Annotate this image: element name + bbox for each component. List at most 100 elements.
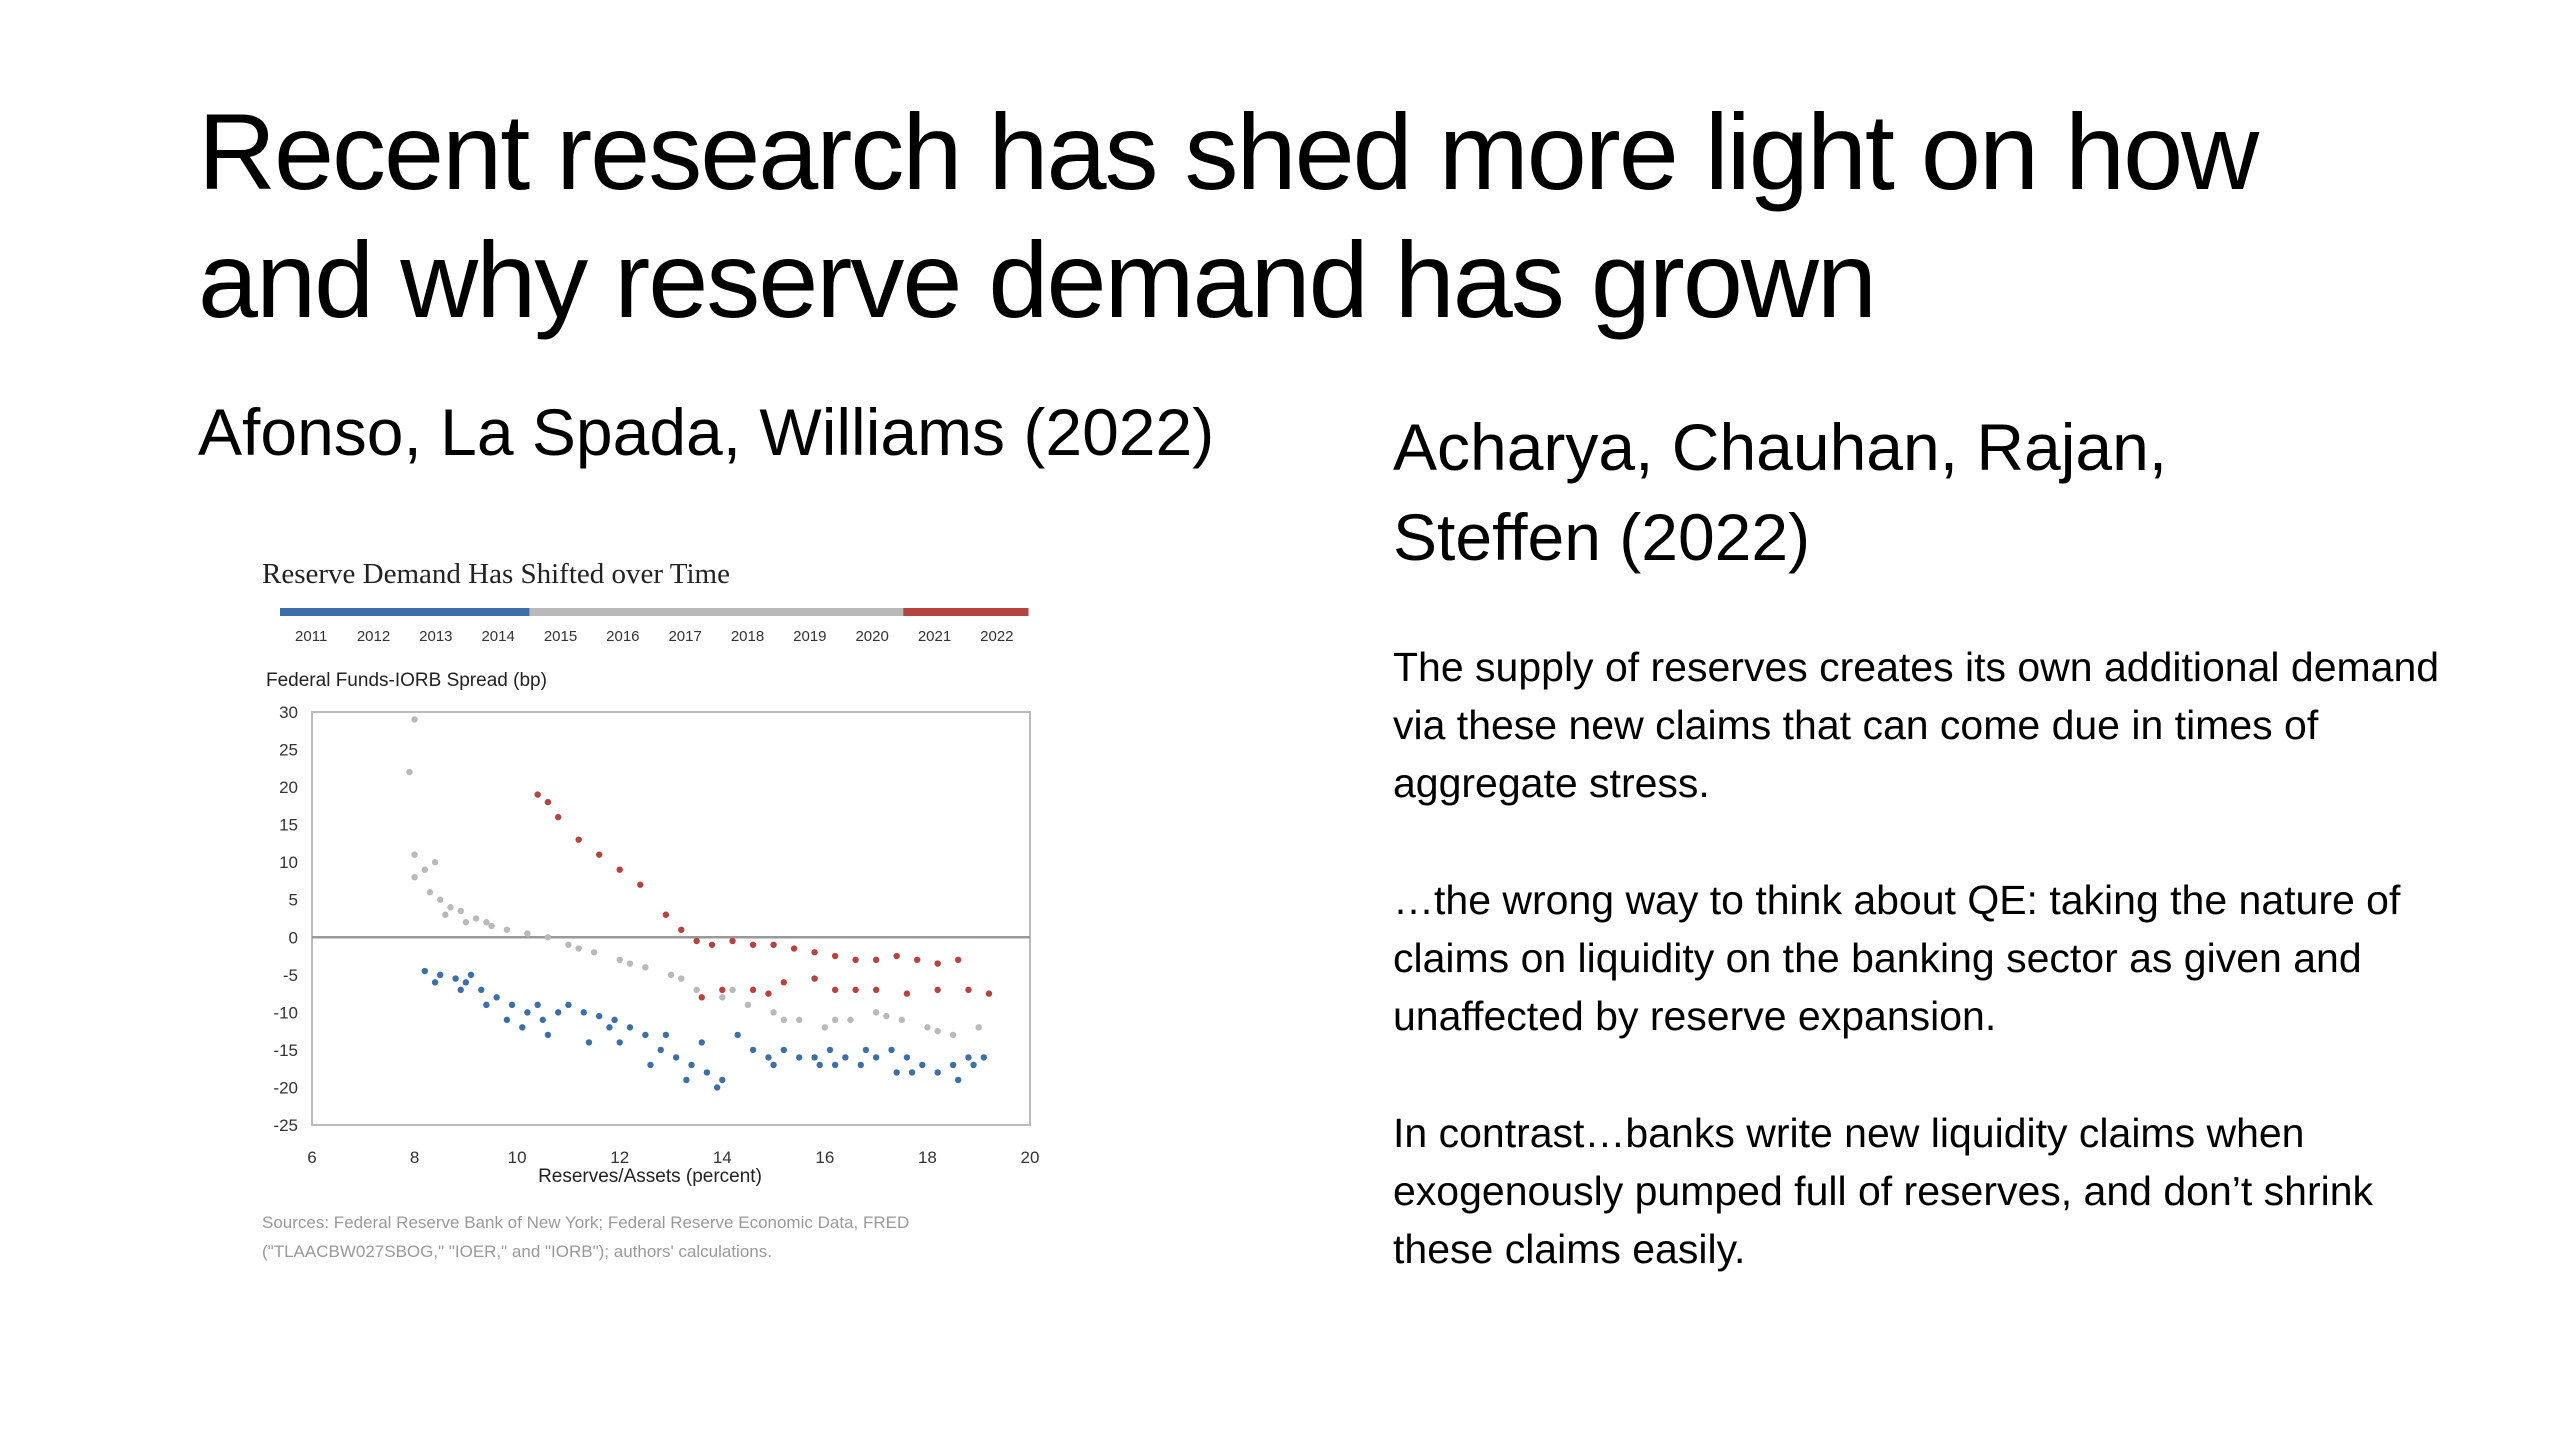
data-point	[462, 979, 470, 986]
data-point	[780, 1016, 788, 1024]
legend-segment	[529, 608, 593, 616]
x-tick-label: 18	[918, 1148, 937, 1167]
data-point	[544, 798, 552, 806]
legend-year-label: 2021	[918, 628, 951, 645]
data-point	[539, 1016, 546, 1024]
data-point	[421, 967, 429, 975]
y-tick-label: -5	[283, 966, 298, 985]
data-point	[493, 994, 500, 1001]
data-point	[924, 1024, 931, 1031]
chart-title: Reserve Demand Has Shifted over Time	[262, 558, 730, 590]
data-point	[544, 934, 552, 941]
data-point	[596, 1012, 603, 1020]
data-point	[519, 1024, 526, 1031]
data-point	[683, 1076, 690, 1084]
data-point	[411, 874, 418, 881]
data-point	[678, 975, 685, 982]
legend-segment	[404, 608, 468, 616]
data-point	[565, 1001, 572, 1009]
data-point	[749, 986, 757, 994]
data-point	[831, 1061, 839, 1069]
data-point	[642, 964, 649, 971]
y-tick-label: -20	[273, 1078, 298, 1097]
data-point	[770, 1009, 777, 1016]
data-point	[934, 1069, 941, 1076]
data-point	[949, 1061, 957, 1069]
x-tick-label: 10	[508, 1148, 527, 1167]
legend-segment	[965, 608, 1029, 616]
data-point	[893, 1069, 900, 1076]
data-point	[672, 1054, 680, 1061]
data-point	[626, 960, 634, 967]
data-point	[934, 960, 941, 967]
data-point	[467, 971, 475, 979]
scatter-chart: 2011 2012 2013 2014 2015 2016 2017 2018 2019 2020…	[273, 608, 1039, 1167]
data-point	[770, 1061, 777, 1069]
data-point	[616, 956, 623, 963]
y-tick-label: -10	[273, 1003, 298, 1022]
legend-year-label: 2018	[731, 628, 764, 645]
data-point	[580, 1009, 588, 1016]
data-point	[934, 1027, 941, 1035]
data-point	[554, 813, 562, 821]
data-point	[847, 1016, 854, 1024]
data-point	[780, 1046, 788, 1054]
data-point	[437, 896, 444, 903]
data-point	[478, 986, 485, 994]
legend-year-label: 2022	[980, 628, 1013, 645]
right-citation-heading: Acharya, Chauhan, Rajan, Steffen (2022)	[1393, 410, 2168, 574]
data-point	[831, 1016, 839, 1024]
legend-segment	[778, 608, 842, 616]
data-point	[765, 990, 772, 997]
data-point	[780, 979, 788, 986]
data-point	[544, 1031, 552, 1039]
y-tick-label: 25	[279, 741, 298, 760]
data-point	[796, 1054, 803, 1061]
data-point	[447, 904, 454, 911]
data-point	[431, 858, 439, 866]
x-tick-label: 12	[610, 1148, 629, 1167]
data-point	[524, 930, 531, 937]
legend-segment	[716, 608, 780, 616]
data-point	[616, 866, 623, 873]
data-point	[565, 941, 572, 948]
data-point	[421, 866, 429, 873]
y-tick-label: 15	[279, 816, 298, 835]
data-point	[842, 1054, 849, 1061]
left-citation-heading: Afonso, La Spada, Williams (2022)	[198, 395, 1215, 469]
data-point	[852, 986, 859, 994]
data-point	[883, 1012, 890, 1020]
data-point	[503, 1016, 511, 1024]
data-point	[503, 926, 511, 933]
data-point	[678, 926, 685, 933]
legend-year-label: 2013	[419, 628, 452, 645]
legend-year-label: 2020	[855, 628, 888, 645]
data-point	[955, 956, 962, 963]
x-tick-label: 16	[815, 1148, 834, 1167]
data-point	[662, 911, 670, 918]
y-tick-label: 10	[279, 853, 298, 872]
y-tick-label: 5	[289, 891, 298, 910]
data-point	[590, 949, 598, 956]
chart-source-note: Sources: Federal Reserve Bank of New Yor…	[262, 1213, 910, 1261]
data-point	[719, 1076, 726, 1084]
data-point	[821, 1024, 829, 1031]
data-point	[796, 1016, 803, 1024]
data-point	[657, 1046, 664, 1054]
data-point	[667, 971, 675, 979]
data-point	[713, 1084, 721, 1091]
data-point	[508, 1001, 516, 1009]
data-point	[437, 971, 444, 979]
data-point	[949, 1031, 957, 1039]
data-point	[488, 922, 495, 930]
data-point	[729, 937, 736, 945]
paragraph-1: The supply of reserves creates its own a…	[1393, 644, 2440, 806]
data-point	[975, 1024, 982, 1031]
data-point	[811, 975, 818, 982]
data-point	[770, 941, 777, 948]
data-point	[483, 1001, 490, 1009]
data-point	[606, 1024, 613, 1031]
y-tick-label: -15	[273, 1041, 298, 1060]
data-point	[749, 1046, 757, 1054]
data-point	[616, 1039, 623, 1046]
